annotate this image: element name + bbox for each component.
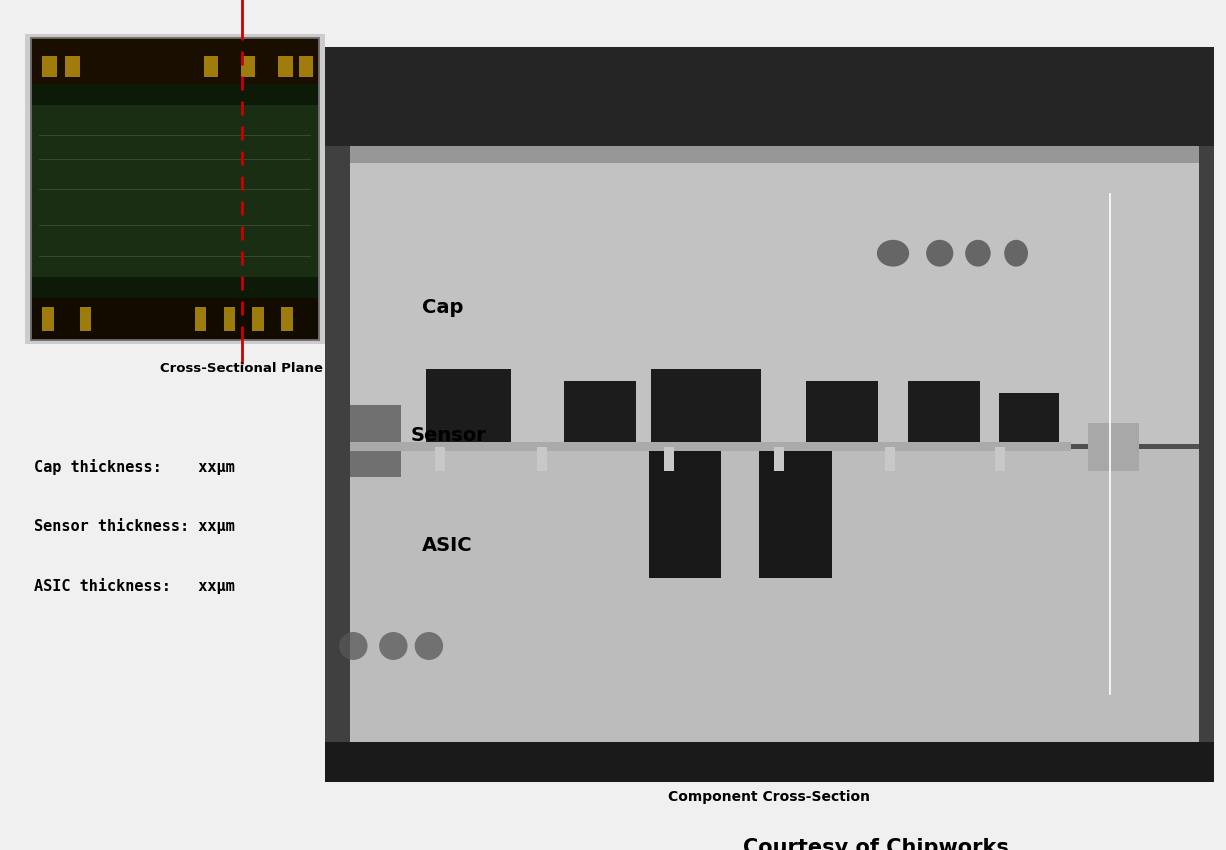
- Bar: [31, 105, 319, 276]
- Bar: [349, 405, 401, 477]
- Text: Cap thickness:    xxμm: Cap thickness: xxμm: [34, 459, 235, 475]
- Text: Sensor thickness: xxμm: Sensor thickness: xxμm: [34, 518, 235, 535]
- Bar: [65, 56, 80, 77]
- Bar: [349, 442, 1072, 451]
- Bar: [31, 38, 319, 83]
- Bar: [204, 56, 218, 77]
- Bar: [649, 447, 721, 578]
- Bar: [564, 382, 636, 447]
- Bar: [278, 56, 293, 77]
- Ellipse shape: [877, 240, 910, 267]
- Ellipse shape: [340, 632, 368, 660]
- Bar: [805, 382, 878, 447]
- Bar: [435, 447, 445, 471]
- Bar: [759, 447, 831, 578]
- Ellipse shape: [414, 632, 443, 660]
- Bar: [663, 447, 674, 471]
- Bar: [25, 34, 325, 344]
- Bar: [427, 370, 511, 447]
- Bar: [349, 445, 1199, 449]
- Ellipse shape: [926, 240, 954, 267]
- Bar: [31, 83, 319, 105]
- Text: Courtesy of Chipworks: Courtesy of Chipworks: [743, 838, 1009, 850]
- Bar: [774, 447, 785, 471]
- Text: ASIC thickness:   xxμm: ASIC thickness: xxμm: [34, 578, 235, 594]
- Bar: [325, 741, 1214, 782]
- Ellipse shape: [379, 632, 407, 660]
- Bar: [31, 38, 319, 340]
- Text: Cross-Sectional Plane: Cross-Sectional Plane: [159, 362, 322, 376]
- Bar: [349, 146, 1199, 162]
- Bar: [349, 447, 1199, 741]
- Bar: [42, 56, 56, 77]
- Bar: [651, 370, 761, 447]
- Ellipse shape: [1004, 240, 1029, 267]
- Text: Sensor: Sensor: [411, 426, 487, 445]
- Bar: [1089, 423, 1139, 471]
- Text: Component Cross-Section: Component Cross-Section: [668, 790, 870, 804]
- Bar: [31, 38, 319, 340]
- Bar: [299, 56, 313, 77]
- Bar: [242, 56, 255, 77]
- Bar: [537, 447, 547, 471]
- Bar: [996, 447, 1005, 471]
- Bar: [281, 307, 293, 331]
- Bar: [42, 307, 54, 331]
- Ellipse shape: [965, 240, 991, 267]
- Bar: [325, 47, 1214, 782]
- Bar: [349, 146, 1199, 447]
- Bar: [253, 307, 264, 331]
- Bar: [884, 447, 895, 471]
- Bar: [31, 276, 319, 298]
- Bar: [325, 47, 1214, 146]
- Text: Cap: Cap: [422, 298, 463, 317]
- Bar: [908, 382, 980, 447]
- Bar: [195, 307, 206, 331]
- Bar: [999, 394, 1058, 447]
- Bar: [223, 307, 235, 331]
- Bar: [80, 307, 91, 331]
- Text: ASIC: ASIC: [422, 536, 472, 555]
- Bar: [31, 298, 319, 340]
